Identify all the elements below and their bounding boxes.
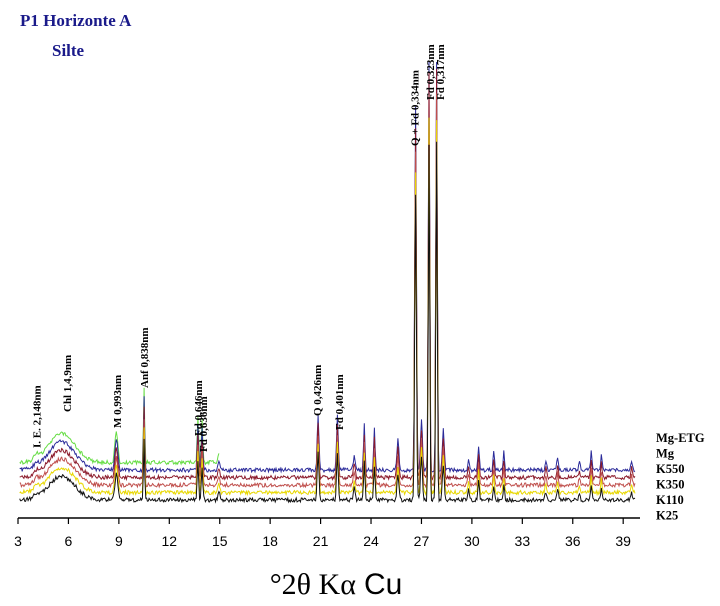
series-line-k350: [19, 93, 636, 489]
series-line-k110: [19, 117, 636, 497]
x-tick-label: 18: [262, 533, 278, 549]
series-line-k25: [19, 141, 636, 504]
x-tick-label: 30: [464, 533, 480, 549]
x-tick-label: 39: [615, 533, 631, 549]
series-label-k550: K550: [656, 462, 684, 476]
peak-label: Q + Fd 0,334nm: [410, 70, 422, 146]
series-line-mg: [19, 61, 636, 474]
x-tick-label: 24: [363, 533, 379, 549]
x-tick-label: 21: [313, 533, 329, 549]
series-label-k25: K25: [656, 509, 678, 523]
x-tick-label: 27: [414, 533, 430, 549]
x-ticks: 3 6 9 12 15 18 21 24 27 30 33 36 39: [14, 518, 631, 549]
x-tick-label: 3: [14, 533, 22, 549]
peak-label: I. E. 2,148nm: [32, 385, 44, 448]
x-tick-label: 9: [115, 533, 123, 549]
peak-label: Fd 0,323nm: [425, 44, 437, 100]
x-axis-label: °2θ Kα Cu: [270, 568, 403, 601]
x-tick-label: 15: [212, 533, 228, 549]
x-tick-label: 6: [65, 533, 73, 549]
traces: [19, 61, 636, 504]
x-axis-label-symbol: °2θ Kα: [270, 568, 357, 601]
peak-labels: I. E. 2,148nm Chl 1,4,9nm M 0,993nm Anf 0,8…: [32, 44, 448, 452]
series-label-k350: K350: [656, 478, 684, 492]
x-tick-label: 33: [515, 533, 531, 549]
series-label-k110: K110: [656, 493, 684, 507]
peak-label: Anf 0,838nm: [139, 327, 151, 388]
x-tick-label: 36: [565, 533, 581, 549]
peak-label: Fd 0,317nm: [435, 44, 447, 100]
chart-title: P1 Horizonte A: [20, 11, 132, 30]
chart-subtitle: Silte: [52, 41, 85, 60]
peak-label: Fd 0,401nm: [334, 374, 346, 430]
x-axis-label-element: Cu: [364, 568, 402, 601]
series-line-k550: [19, 68, 636, 482]
x-tick-label: 12: [162, 533, 178, 549]
series-label-mg-etg: Mg-ETG: [656, 431, 705, 445]
peak-label: Chl 1,4,9nm: [62, 355, 74, 412]
peak-label: Fd 0,646nm: [193, 380, 205, 436]
peak-label: M 0,993nm: [112, 375, 124, 428]
series-label-mg: Mg: [656, 447, 675, 461]
series-line-mg-etg: [19, 387, 220, 466]
peak-label: Q 0,426nm: [312, 365, 324, 416]
peak-label: Fd 0,636nm: [198, 396, 210, 452]
